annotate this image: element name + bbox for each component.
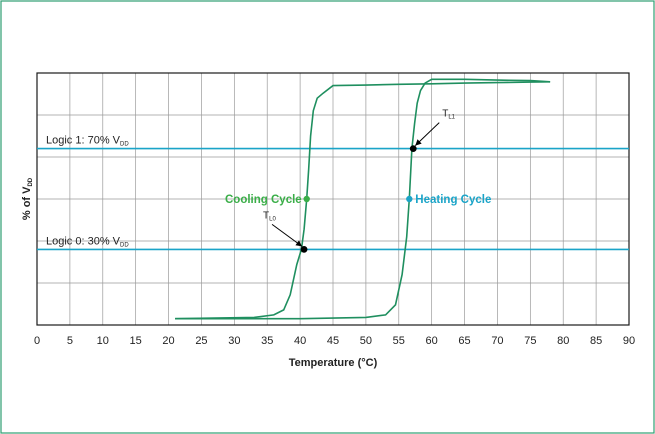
plot-border (36, 72, 630, 326)
threshold-points: TL0 TL1 (263, 109, 456, 253)
x-tick-label: 30 (228, 335, 240, 347)
threshold-arrowhead (415, 139, 422, 146)
x-tick-label: 15 (130, 335, 142, 347)
threshold-point (300, 246, 308, 253)
x-tick-label: 80 (557, 335, 569, 347)
x-tick-label: 65 (458, 335, 470, 347)
x-tick-label: 75 (524, 335, 536, 347)
threshold-point-label: TL1 (442, 109, 455, 121)
x-tick-label: 20 (162, 335, 174, 347)
x-axis-title: Temperature (°C) (289, 357, 378, 369)
threshold-leader (271, 223, 303, 247)
grid (37, 73, 629, 325)
hysteresis-curve-1 (175, 81, 551, 320)
x-tick-label: 10 (97, 335, 109, 347)
annotations: Cooling Cycle Heating Cycle (225, 194, 491, 206)
x-tick-label: 60 (426, 335, 438, 347)
x-tick-label: 85 (590, 335, 602, 347)
x-tick-label: 70 (491, 335, 503, 347)
x-tick-label: 90 (623, 335, 635, 347)
hysteresis-curve-2 (175, 78, 551, 320)
x-tick-labels: 0 5 10 15 20 25 30 35 40 45 50 55 60 65 70 75 80 85 90 (34, 335, 635, 347)
reference-line-label: Logic 0: 30% VDD (46, 235, 129, 248)
cycle-marker (303, 195, 310, 203)
reference-line-label: Logic 1: 70% VDD (46, 135, 129, 148)
y-axis-title-main: % of V (21, 186, 33, 220)
y-axis-title-sub: DD (28, 177, 34, 186)
x-tick-label: 50 (360, 335, 372, 347)
x-tick-label: 25 (195, 335, 207, 347)
threshold-point-label: TL0 (263, 210, 276, 222)
x-tick-label: 0 (34, 335, 40, 347)
cycle-label: Heating Cycle (415, 194, 491, 206)
x-tick-label: 45 (327, 335, 339, 347)
curves (175, 78, 551, 320)
cycle-label: Cooling Cycle (225, 194, 302, 206)
x-tick-label: 40 (294, 335, 306, 347)
x-tick-label: 5 (67, 335, 73, 347)
threshold-point (409, 145, 417, 153)
x-tick-label: 35 (261, 335, 273, 347)
cycle-marker (406, 195, 413, 203)
reference-lines: Logic 1: 70% VDD Logic 0: 30% VDD (37, 135, 629, 251)
y-axis-title: % of VDD (21, 177, 34, 220)
x-tick-label: 55 (393, 335, 405, 347)
threshold-arrowhead (295, 240, 303, 247)
